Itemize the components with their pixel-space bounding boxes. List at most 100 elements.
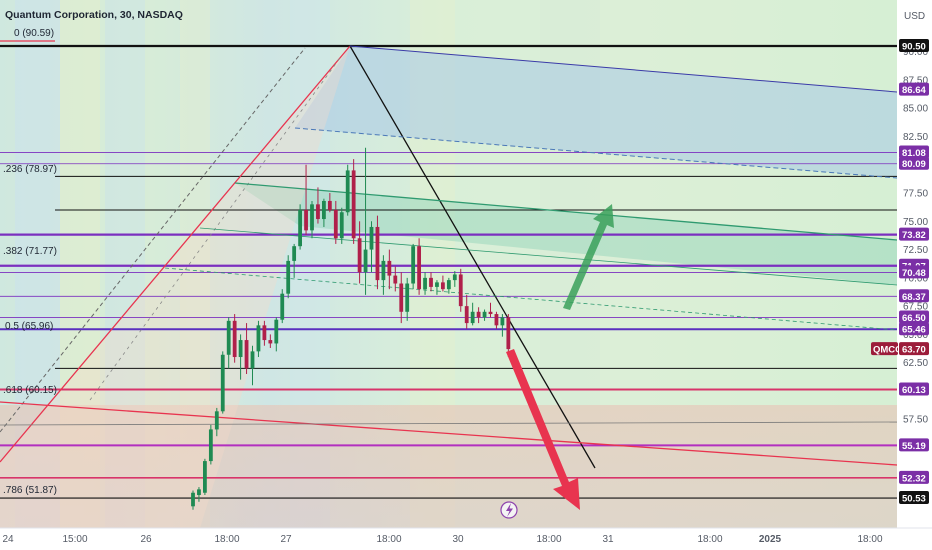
price-tag-bg — [899, 470, 929, 484]
candle-body — [268, 340, 273, 344]
candle-body — [482, 311, 487, 318]
time-tick-label: 26 — [140, 534, 152, 545]
candle-body — [369, 226, 374, 250]
price-tag-label: 86.64 — [902, 85, 926, 96]
price-tick-label: 82.50 — [903, 132, 928, 143]
price-tag-label: 70.48 — [902, 268, 926, 279]
candle-body — [458, 274, 463, 307]
last-price-tag-label: 63.70 — [902, 345, 926, 356]
price-tag-bg — [899, 82, 929, 96]
price-tag-bg — [899, 39, 929, 52]
candle-body — [197, 489, 201, 496]
currency-label: USD — [904, 11, 925, 22]
candle-body — [446, 280, 451, 290]
candle-body — [274, 319, 279, 344]
descending-trendline — [349, 45, 596, 469]
time-tick-label: 18:00 — [697, 534, 722, 545]
candle-body — [393, 275, 398, 284]
symbol-tag-label: QMCO — [873, 345, 903, 356]
candle-body — [262, 325, 267, 341]
price-tick-label: 72.50 — [903, 245, 928, 256]
price-tag-label: 73.82 — [902, 230, 926, 241]
price-tick-label: 57.50 — [903, 415, 928, 426]
candle-body — [351, 170, 356, 239]
candle-body — [316, 204, 320, 220]
candle-body — [256, 325, 261, 352]
fib-level-label: .236 (78.97) — [3, 164, 57, 175]
candle-body — [208, 429, 213, 462]
candle-body — [298, 209, 302, 247]
bearish-arrow — [506, 349, 580, 510]
candle-body — [214, 411, 219, 430]
time-tick-label: 15:00 — [62, 534, 87, 545]
candle-body — [441, 282, 445, 290]
price-tag-bg — [899, 145, 929, 159]
price-tag-bg — [899, 289, 929, 303]
price-tick-label: 90.00 — [903, 47, 928, 58]
candle-body — [333, 209, 338, 239]
candle-body — [357, 238, 362, 273]
candle-body — [488, 311, 493, 315]
blue-channel-fill — [295, 46, 897, 178]
candle-body — [280, 293, 285, 320]
price-tag-label: 68.37 — [902, 292, 926, 303]
time-tick-label: 24 — [2, 534, 14, 545]
trend-lines — [0, 45, 898, 469]
chart-title: Quantum Corporation, 30, NASDAQ — [5, 9, 183, 21]
candle-body — [375, 226, 380, 281]
candle-body — [286, 260, 291, 294]
grey-trendline — [0, 421, 898, 426]
candle-body — [244, 340, 249, 369]
candle-body — [292, 246, 297, 261]
fib-fan-red-line — [0, 45, 351, 463]
candle-body — [345, 170, 350, 213]
candle-body — [429, 277, 433, 287]
candle-body — [506, 317, 511, 350]
red-descending-line — [0, 401, 898, 466]
price-tick-label: 62.50 — [903, 358, 928, 369]
bullish-arrow — [563, 204, 614, 310]
price-tag-bg — [899, 227, 929, 241]
price-tag-bg — [899, 310, 929, 324]
price-tick-label: 87.50 — [903, 75, 928, 86]
candle-body — [399, 283, 404, 312]
time-tick-label: 18:00 — [536, 534, 561, 545]
candle-body — [226, 320, 231, 355]
candle-body — [304, 209, 308, 231]
candle-body — [381, 260, 386, 281]
price-tag-bg — [899, 491, 929, 505]
candle-body — [310, 204, 314, 231]
price-tags: 90.5086.6481.0880.0973.8271.0770.4868.37… — [871, 39, 929, 505]
candle-body — [339, 212, 344, 239]
event-marker-icon[interactable] — [500, 501, 518, 519]
time-tick-label: 18:00 — [376, 534, 401, 545]
fib-level-label: .786 (51.87) — [3, 485, 57, 496]
price-tag-bg — [899, 265, 929, 279]
price-tick-label: 77.50 — [903, 189, 928, 200]
price-tag-bg — [899, 382, 929, 396]
candle-body — [476, 311, 481, 318]
time-axis[interactable] — [0, 528, 932, 550]
price-tag-label: 52.32 — [902, 473, 926, 484]
candle-body — [494, 314, 499, 326]
price-tag-label: 80.09 — [902, 159, 926, 170]
candle-body — [470, 311, 475, 324]
time-tick-label: 18:00 — [214, 534, 239, 545]
price-tag-bg — [899, 322, 929, 336]
fib-level-label: 0 (90.59) — [14, 28, 54, 39]
time-tick-label: 2025 — [759, 534, 782, 545]
price-tag-label: 66.50 — [902, 313, 926, 324]
price-tag-label: 50.53 — [902, 494, 926, 505]
fib-level-label: 0.5 (65.96) — [5, 321, 53, 332]
time-tick-label: 30 — [452, 534, 464, 545]
price-tag-label: 55.19 — [902, 441, 926, 452]
candle-body — [363, 249, 368, 273]
symbol-tag-bg — [871, 342, 898, 356]
candle-body — [411, 246, 416, 284]
price-tick-label: 65.00 — [903, 330, 928, 341]
time-axis-ticks: 24 15:00 26 18:00 27 18:00 30 18:00 31 18:00 2025 1… — [2, 534, 883, 545]
candle-body — [238, 340, 243, 358]
blue-channel-top — [349, 45, 898, 93]
